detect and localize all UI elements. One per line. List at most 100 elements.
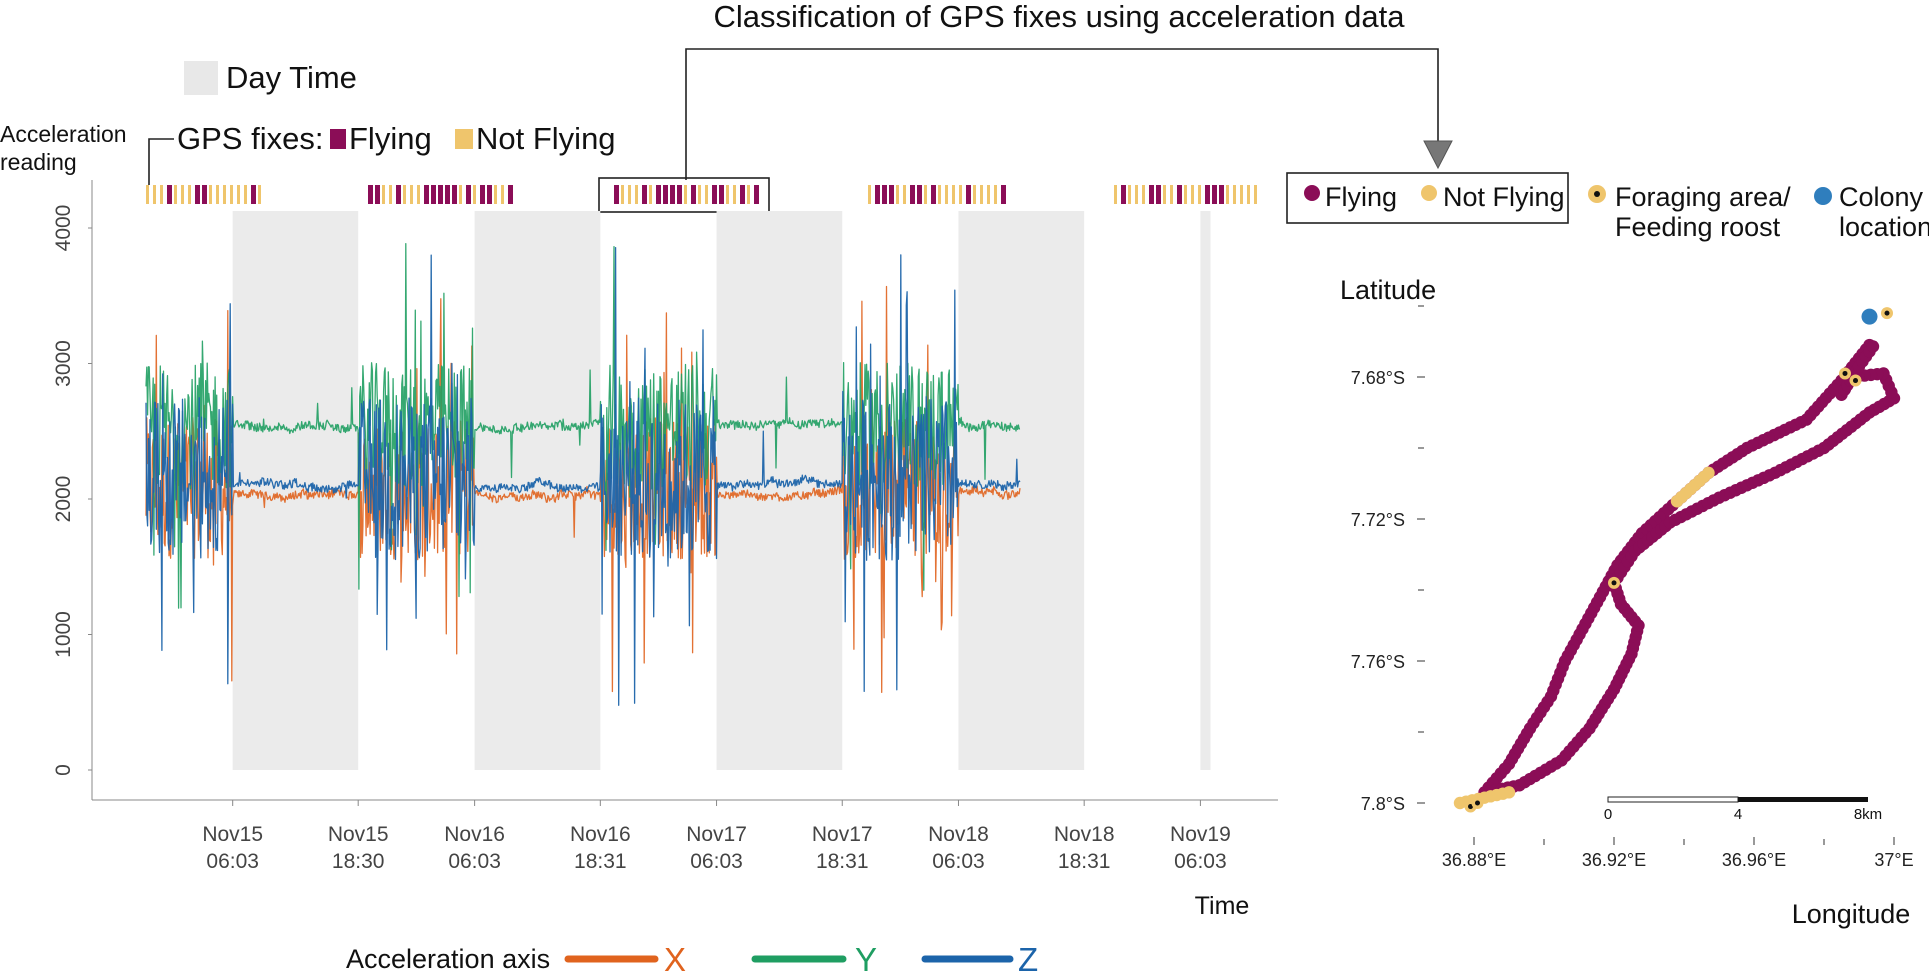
gps-fix-not-flying [959, 185, 962, 204]
figure-title: Classification of GPS fixes using accele… [714, 0, 1406, 34]
gps-fix-flying [614, 185, 619, 204]
not-flying-swatch [455, 129, 473, 149]
gps-fix-flying [466, 185, 471, 204]
y-tick-label: 0 [52, 764, 75, 776]
gps-fix-flying [642, 185, 647, 204]
gps-fix-flying [202, 185, 207, 204]
gps-fix-not-flying [747, 185, 750, 204]
gps-fix-flying [445, 185, 450, 204]
gps-fix-not-flying [621, 185, 624, 204]
gps-fix-not-flying [216, 185, 219, 204]
map-y-axis-title: Latitude [1340, 275, 1436, 305]
x-axis-title: Time [1195, 892, 1250, 920]
y-axis-title: Acceleration reading [0, 121, 127, 175]
x-tick-label: Nov15 18:30 [328, 823, 389, 873]
y-tick-label: 1000 [52, 611, 75, 658]
gps-fix-not-flying [223, 185, 226, 204]
gps-fix-not-flying [403, 185, 406, 204]
x-tick-label: Nov17 18:31 [812, 823, 873, 873]
gps-fix-not-flying [153, 185, 156, 204]
map-legend-foraging-label: Foraging area/Feeding roost [1615, 182, 1791, 242]
gps-fix-not-flying [209, 185, 212, 204]
gps-fix-flying [1212, 185, 1217, 204]
gps-fix-not-flying [1247, 185, 1250, 204]
map-legend-not-flying-dot [1421, 185, 1437, 201]
title-connector-line [685, 48, 1439, 180]
scale-bar-label: 4 [1734, 806, 1742, 823]
map-y-tick-label: 7.72°S [1351, 510, 1405, 530]
gps-fix-flying [195, 185, 200, 204]
gps-fix-not-flying [237, 185, 240, 204]
y-axis-legend-label: Y [855, 941, 877, 972]
gps-fix-flying [882, 185, 887, 204]
flying-legend-label: Flying [349, 121, 432, 156]
x-tick-label: Nov16 18:31 [570, 823, 631, 873]
gps-fix-not-flying [726, 185, 729, 204]
gps-fix-flying [452, 185, 457, 204]
gps-fix-not-flying [1163, 185, 1166, 204]
gps-fix-flying [677, 185, 682, 204]
gps-fix-flying [740, 185, 745, 204]
gps-fix-flying [889, 185, 894, 204]
z-axis-legend-label: Z [1018, 941, 1038, 972]
track-point-flying [1866, 340, 1880, 353]
foraging-point-center [1853, 378, 1858, 384]
gps-fix-not-flying [994, 185, 997, 204]
highlight-box [598, 177, 770, 213]
map-x-tick-label: 36.96°E [1722, 850, 1786, 870]
gps-fix-not-flying [1226, 185, 1229, 204]
gps-fix-strip [146, 185, 1257, 204]
day-period-shade [716, 211, 843, 770]
foraging-point-center [1611, 580, 1617, 586]
gps-fix-not-flying [1191, 185, 1194, 204]
gps-fixes-bracket [148, 138, 174, 185]
gps-fix-flying [438, 185, 443, 204]
gps-fix-not-flying [389, 185, 392, 204]
gps-fix-flying [910, 185, 915, 204]
gps-fix-not-flying [494, 185, 497, 204]
gps-fix-not-flying [628, 185, 631, 204]
gps-fix-flying [966, 185, 971, 204]
y-tick-label: 4000 [52, 205, 75, 252]
gps-fix-not-flying [1254, 185, 1257, 204]
foraging-point-center [1475, 800, 1480, 806]
gps-fix-flying [931, 185, 936, 204]
map-legend-box [1286, 172, 1569, 224]
gps-fix-not-flying [1128, 185, 1131, 204]
gps-fix-not-flying [903, 185, 906, 204]
gps-fix-not-flying [146, 185, 149, 204]
gps-fix-flying [663, 185, 668, 204]
map-x-tick-label: 37°E [1874, 850, 1913, 870]
axis-legend-title: Acceleration axis [346, 944, 550, 972]
gps-fix-not-flying [945, 185, 948, 204]
gps-fix-flying [1149, 185, 1154, 204]
map-legend-colony-dot [1814, 187, 1832, 205]
scale-bar-label: 0 [1604, 806, 1612, 823]
map-x-tick-label: 36.88°E [1442, 850, 1506, 870]
gps-fix-not-flying [244, 185, 247, 204]
scale-bar-white [1607, 796, 1739, 803]
gps-fix-not-flying [973, 185, 976, 204]
gps-fix-flying [670, 185, 675, 204]
gps-fix-not-flying [1142, 185, 1145, 204]
gps-fix-not-flying [473, 185, 476, 204]
x-tick-label: Nov18 18:31 [1054, 823, 1115, 873]
gps-fix-flying [1205, 185, 1210, 204]
gps-fix-flying [167, 185, 172, 204]
gps-fix-flying [396, 185, 401, 204]
day-period-shade [958, 211, 1085, 770]
not-flying-legend-label: Not Flying [476, 121, 616, 156]
day-time-swatch [184, 61, 218, 95]
track-point-not-flying [1502, 786, 1516, 799]
map-x-tick-label: 36.92°E [1582, 850, 1646, 870]
map-y-tick-label: 7.68°S [1351, 368, 1405, 388]
scale-bar-label: 8km [1854, 806, 1882, 823]
gps-fix-not-flying [459, 185, 462, 204]
gps-fix-not-flying [952, 185, 955, 204]
gps-fix-not-flying [705, 185, 708, 204]
gps-fix-flying [754, 185, 759, 204]
gps-fix-not-flying [410, 185, 413, 204]
acceleration-plot: 0 1000 2000 3000 4000 Nov15 06:03 Nov15 18:30 Nov… [52, 180, 1278, 873]
gps-fix-flying [1219, 185, 1224, 204]
gps-fix-not-flying [382, 185, 385, 204]
